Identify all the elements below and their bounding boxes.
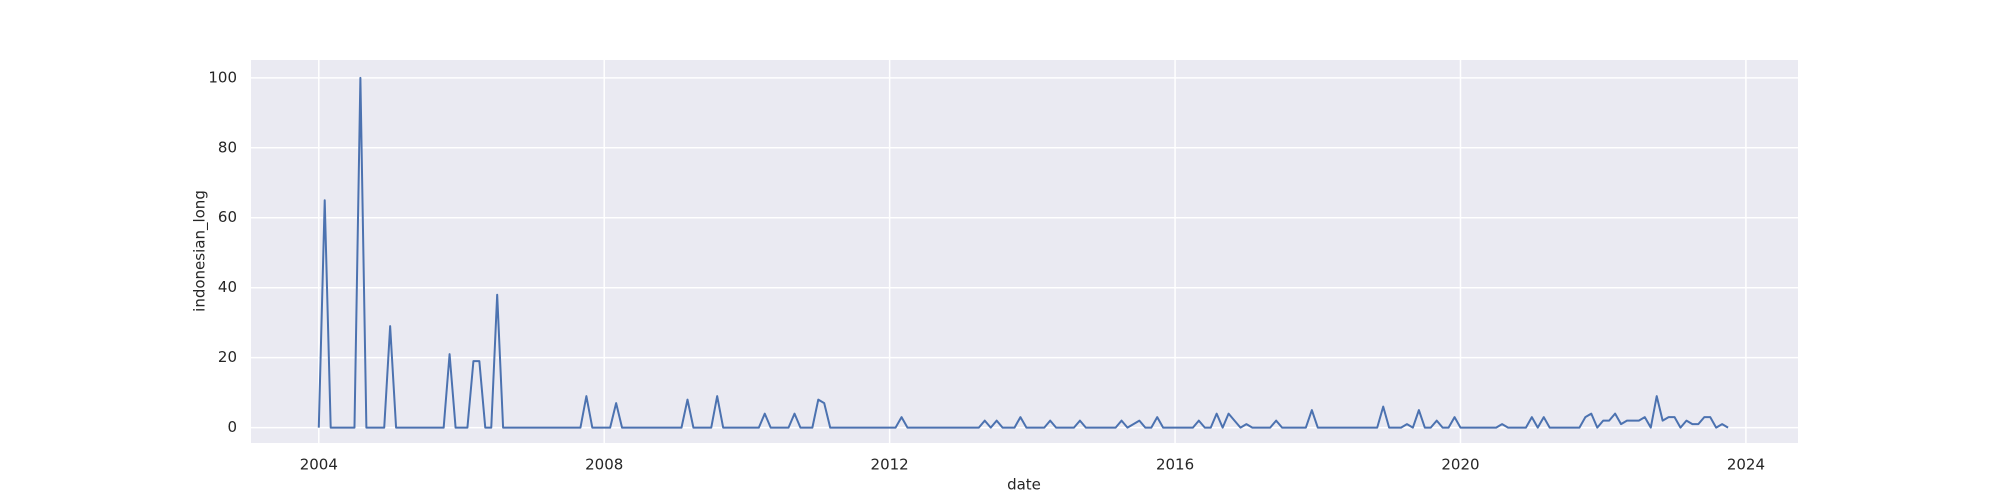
x-tick-label: 2012 — [871, 456, 909, 474]
line — [317, 76, 1729, 429]
x-tick-label: 2008 — [585, 456, 623, 474]
plot-background — [251, 60, 1798, 443]
y-tick-label: 40 — [218, 278, 237, 296]
x-tick-label: 2016 — [1156, 456, 1194, 474]
x-tick-label: 2024 — [1727, 456, 1765, 474]
x-axis-label: date — [1007, 476, 1041, 494]
x-tick-label: 2004 — [300, 456, 338, 474]
y-tick-label: 0 — [227, 418, 237, 436]
y-tick-label: 80 — [218, 138, 237, 156]
x-tick-label: 2020 — [1441, 456, 1479, 474]
y-axis-label: indonesian_long — [191, 190, 210, 312]
y-tick-label: 100 — [208, 68, 237, 86]
y-tick-label: 20 — [218, 348, 237, 366]
y-tick-label: 60 — [218, 208, 237, 226]
